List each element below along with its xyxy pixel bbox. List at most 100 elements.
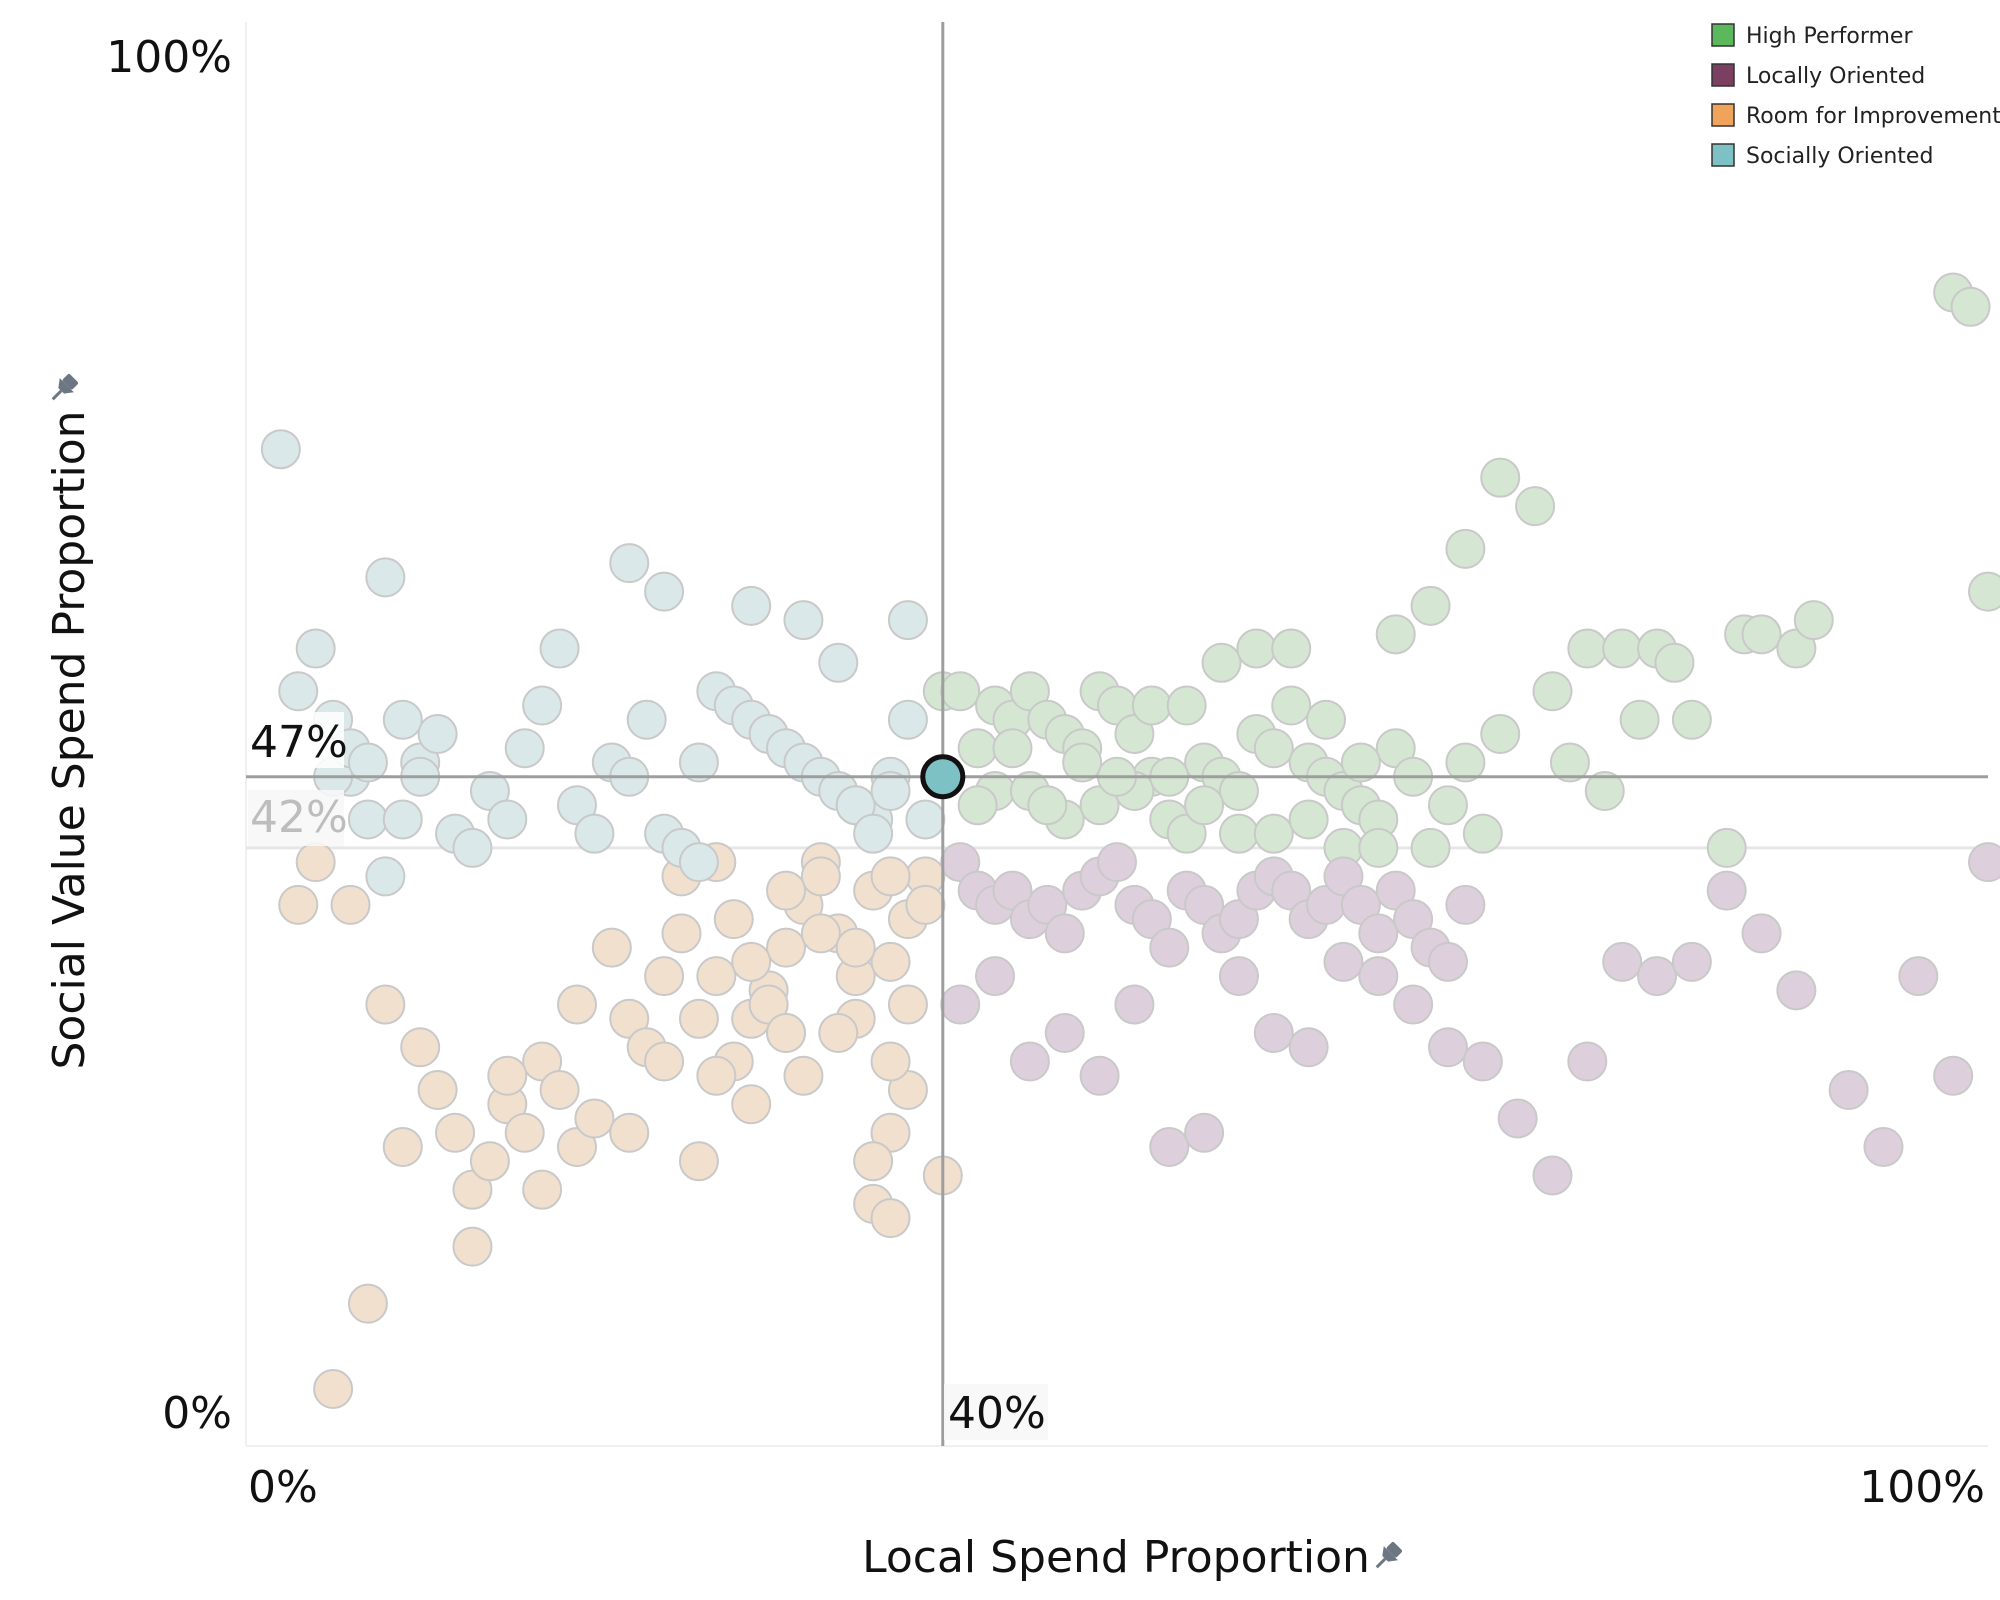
point-high-performer[interactable] bbox=[1201, 642, 1242, 683]
point-room-for-improvement[interactable] bbox=[835, 927, 876, 968]
point-room-for-improvement[interactable] bbox=[487, 1055, 528, 1096]
point-socially-oriented[interactable] bbox=[853, 813, 894, 854]
legend-swatch-room-for-improvement[interactable] bbox=[1711, 103, 1735, 127]
point-room-for-improvement[interactable] bbox=[766, 870, 807, 911]
legend-label-locally-oriented[interactable]: Locally Oriented bbox=[1746, 64, 1925, 89]
point-locally-oriented[interactable] bbox=[1968, 842, 2000, 883]
point-high-performer[interactable] bbox=[957, 728, 998, 769]
point-locally-oriented[interactable] bbox=[1462, 1041, 1503, 1082]
point-locally-oriented[interactable] bbox=[1863, 1126, 1904, 1167]
point-room-for-improvement[interactable] bbox=[556, 984, 597, 1025]
point-socially-oriented[interactable] bbox=[347, 799, 388, 840]
point-room-for-improvement[interactable] bbox=[818, 1013, 859, 1054]
point-room-for-improvement[interactable] bbox=[417, 1070, 458, 1110]
point-socially-oriented[interactable] bbox=[539, 628, 580, 669]
point-high-performer[interactable] bbox=[1480, 457, 1521, 498]
point-room-for-improvement[interactable] bbox=[435, 1112, 476, 1153]
point-locally-oriented[interactable] bbox=[1532, 1155, 1573, 1196]
point-locally-oriented[interactable] bbox=[1898, 956, 1939, 997]
point-room-for-improvement[interactable] bbox=[539, 1070, 580, 1110]
point-room-for-improvement[interactable] bbox=[800, 856, 841, 897]
point-high-performer[interactable] bbox=[1619, 699, 1660, 740]
point-high-performer[interactable] bbox=[1654, 642, 1695, 683]
point-high-performer[interactable] bbox=[1567, 628, 1608, 669]
point-room-for-improvement[interactable] bbox=[905, 884, 946, 925]
point-room-for-improvement[interactable] bbox=[469, 1141, 510, 1182]
point-locally-oriented[interactable] bbox=[1427, 1027, 1468, 1068]
point-high-performer[interactable] bbox=[1480, 714, 1521, 754]
point-high-performer[interactable] bbox=[940, 671, 981, 712]
point-room-for-improvement[interactable] bbox=[731, 941, 772, 982]
point-high-performer[interactable] bbox=[1218, 813, 1259, 854]
point-high-performer[interactable] bbox=[1445, 742, 1486, 783]
point-socially-oriented[interactable] bbox=[678, 842, 719, 883]
legend-label-room-for-improvement[interactable]: Room for Improvement bbox=[1746, 104, 2000, 129]
point-high-performer[interactable] bbox=[1549, 742, 1590, 783]
point-room-for-improvement[interactable] bbox=[766, 1013, 807, 1054]
point-socially-oriented[interactable] bbox=[609, 543, 650, 584]
point-room-for-improvement[interactable] bbox=[278, 884, 319, 925]
point-room-for-improvement[interactable] bbox=[678, 998, 719, 1039]
point-room-for-improvement[interactable] bbox=[295, 842, 336, 883]
point-locally-oriented[interactable] bbox=[1497, 1098, 1538, 1139]
point-socially-oriented[interactable] bbox=[644, 571, 685, 612]
point-socially-oriented[interactable] bbox=[905, 799, 946, 840]
point-locally-oriented[interactable] bbox=[1358, 956, 1399, 997]
point-locally-oriented[interactable] bbox=[1079, 1055, 1120, 1096]
point-locally-oriented[interactable] bbox=[1009, 1041, 1050, 1082]
point-high-performer[interactable] bbox=[1706, 827, 1747, 868]
y-axis-pin-icon[interactable] bbox=[46, 371, 81, 406]
point-room-for-improvement[interactable] bbox=[713, 899, 754, 940]
point-room-for-improvement[interactable] bbox=[870, 941, 911, 982]
point-locally-oriented[interactable] bbox=[1933, 1055, 1974, 1096]
point-high-performer[interactable] bbox=[1184, 785, 1225, 826]
legend-swatch-locally-oriented[interactable] bbox=[1711, 63, 1735, 87]
point-socially-oriented[interactable] bbox=[870, 770, 911, 811]
point-locally-oriented[interactable] bbox=[1253, 1013, 1294, 1054]
point-socially-oriented[interactable] bbox=[783, 600, 824, 641]
point-high-performer[interactable] bbox=[1253, 813, 1294, 854]
point-socially-oriented[interactable] bbox=[382, 699, 423, 740]
point-locally-oriented[interactable] bbox=[1044, 1013, 1085, 1054]
point-high-performer[interactable] bbox=[1602, 628, 1643, 669]
point-high-performer[interactable] bbox=[1358, 827, 1399, 868]
legend-swatch-high-performer[interactable] bbox=[1711, 23, 1735, 47]
point-locally-oriented[interactable] bbox=[1637, 956, 1678, 997]
highlight-point[interactable] bbox=[920, 754, 966, 800]
point-locally-oriented[interactable] bbox=[1602, 941, 1643, 982]
point-room-for-improvement[interactable] bbox=[887, 984, 928, 1025]
point-room-for-improvement[interactable] bbox=[313, 1369, 354, 1410]
point-locally-oriented[interactable] bbox=[1776, 970, 1817, 1011]
point-socially-oriented[interactable] bbox=[818, 642, 859, 683]
point-socially-oriented[interactable] bbox=[626, 699, 667, 740]
point-locally-oriented[interactable] bbox=[940, 984, 981, 1025]
point-room-for-improvement[interactable] bbox=[574, 1098, 615, 1139]
point-high-performer[interactable] bbox=[1062, 742, 1103, 783]
point-socially-oriented[interactable] bbox=[678, 742, 719, 783]
point-socially-oriented[interactable] bbox=[504, 728, 545, 769]
point-locally-oriented[interactable] bbox=[975, 956, 1016, 997]
point-socially-oriented[interactable] bbox=[260, 429, 301, 470]
point-room-for-improvement[interactable] bbox=[696, 1055, 737, 1096]
point-high-performer[interactable] bbox=[1462, 813, 1503, 854]
point-high-performer[interactable] bbox=[1793, 600, 1834, 641]
point-high-performer[interactable] bbox=[1306, 699, 1347, 740]
point-high-performer[interactable] bbox=[1027, 785, 1068, 826]
point-room-for-improvement[interactable] bbox=[504, 1112, 545, 1153]
point-locally-oriented[interactable] bbox=[1044, 913, 1085, 954]
point-socially-oriented[interactable] bbox=[731, 585, 772, 626]
point-room-for-improvement[interactable] bbox=[400, 1027, 441, 1068]
point-socially-oriented[interactable] bbox=[574, 813, 615, 854]
point-high-performer[interactable] bbox=[1968, 571, 2000, 612]
x-axis-pin-icon[interactable] bbox=[1370, 1539, 1405, 1574]
point-high-performer[interactable] bbox=[1410, 827, 1451, 868]
point-locally-oriented[interactable] bbox=[1149, 927, 1190, 968]
point-high-performer[interactable] bbox=[1532, 671, 1573, 712]
point-room-for-improvement[interactable] bbox=[330, 884, 371, 925]
point-room-for-improvement[interactable] bbox=[644, 956, 685, 997]
point-socially-oriented[interactable] bbox=[347, 742, 388, 783]
point-high-performer[interactable] bbox=[1131, 685, 1172, 726]
point-high-performer[interactable] bbox=[1340, 742, 1381, 783]
point-locally-oriented[interactable] bbox=[1706, 870, 1747, 911]
point-socially-oriented[interactable] bbox=[278, 671, 319, 712]
